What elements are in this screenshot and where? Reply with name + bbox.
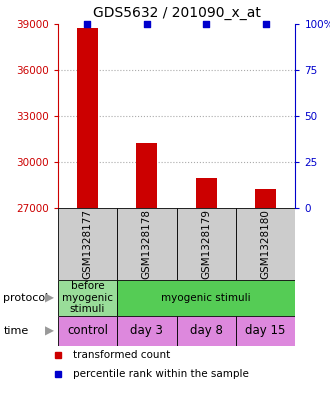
- Text: before
myogenic
stimuli: before myogenic stimuli: [62, 281, 113, 314]
- Point: [263, 20, 268, 27]
- Text: GSM1328179: GSM1328179: [201, 209, 211, 279]
- Text: GSM1328177: GSM1328177: [82, 209, 92, 279]
- Text: control: control: [67, 324, 108, 337]
- Bar: [77, 28, 98, 208]
- Point: [144, 20, 149, 27]
- Text: time: time: [3, 326, 29, 336]
- Text: myogenic stimuli: myogenic stimuli: [161, 293, 251, 303]
- Text: day 8: day 8: [190, 324, 223, 337]
- Bar: [177, 316, 236, 346]
- Bar: [196, 178, 216, 208]
- Text: transformed count: transformed count: [73, 349, 170, 360]
- Title: GDS5632 / 201090_x_at: GDS5632 / 201090_x_at: [93, 6, 260, 20]
- Bar: [58, 316, 117, 346]
- Point: [85, 20, 90, 27]
- Point: [204, 20, 209, 27]
- Bar: [58, 280, 117, 316]
- Bar: [137, 143, 157, 208]
- Text: ▶: ▶: [45, 324, 54, 337]
- Text: day 3: day 3: [130, 324, 163, 337]
- Bar: [255, 189, 276, 208]
- Text: protocol: protocol: [3, 293, 49, 303]
- Bar: [177, 208, 236, 280]
- Bar: [58, 208, 117, 280]
- Text: percentile rank within the sample: percentile rank within the sample: [73, 369, 249, 380]
- Bar: [236, 208, 295, 280]
- Text: day 15: day 15: [246, 324, 286, 337]
- Bar: [117, 316, 177, 346]
- Bar: [236, 316, 295, 346]
- Bar: [117, 280, 295, 316]
- Bar: [117, 208, 177, 280]
- Text: GSM1328180: GSM1328180: [261, 209, 271, 279]
- Text: ▶: ▶: [45, 291, 54, 305]
- Text: GSM1328178: GSM1328178: [142, 209, 152, 279]
